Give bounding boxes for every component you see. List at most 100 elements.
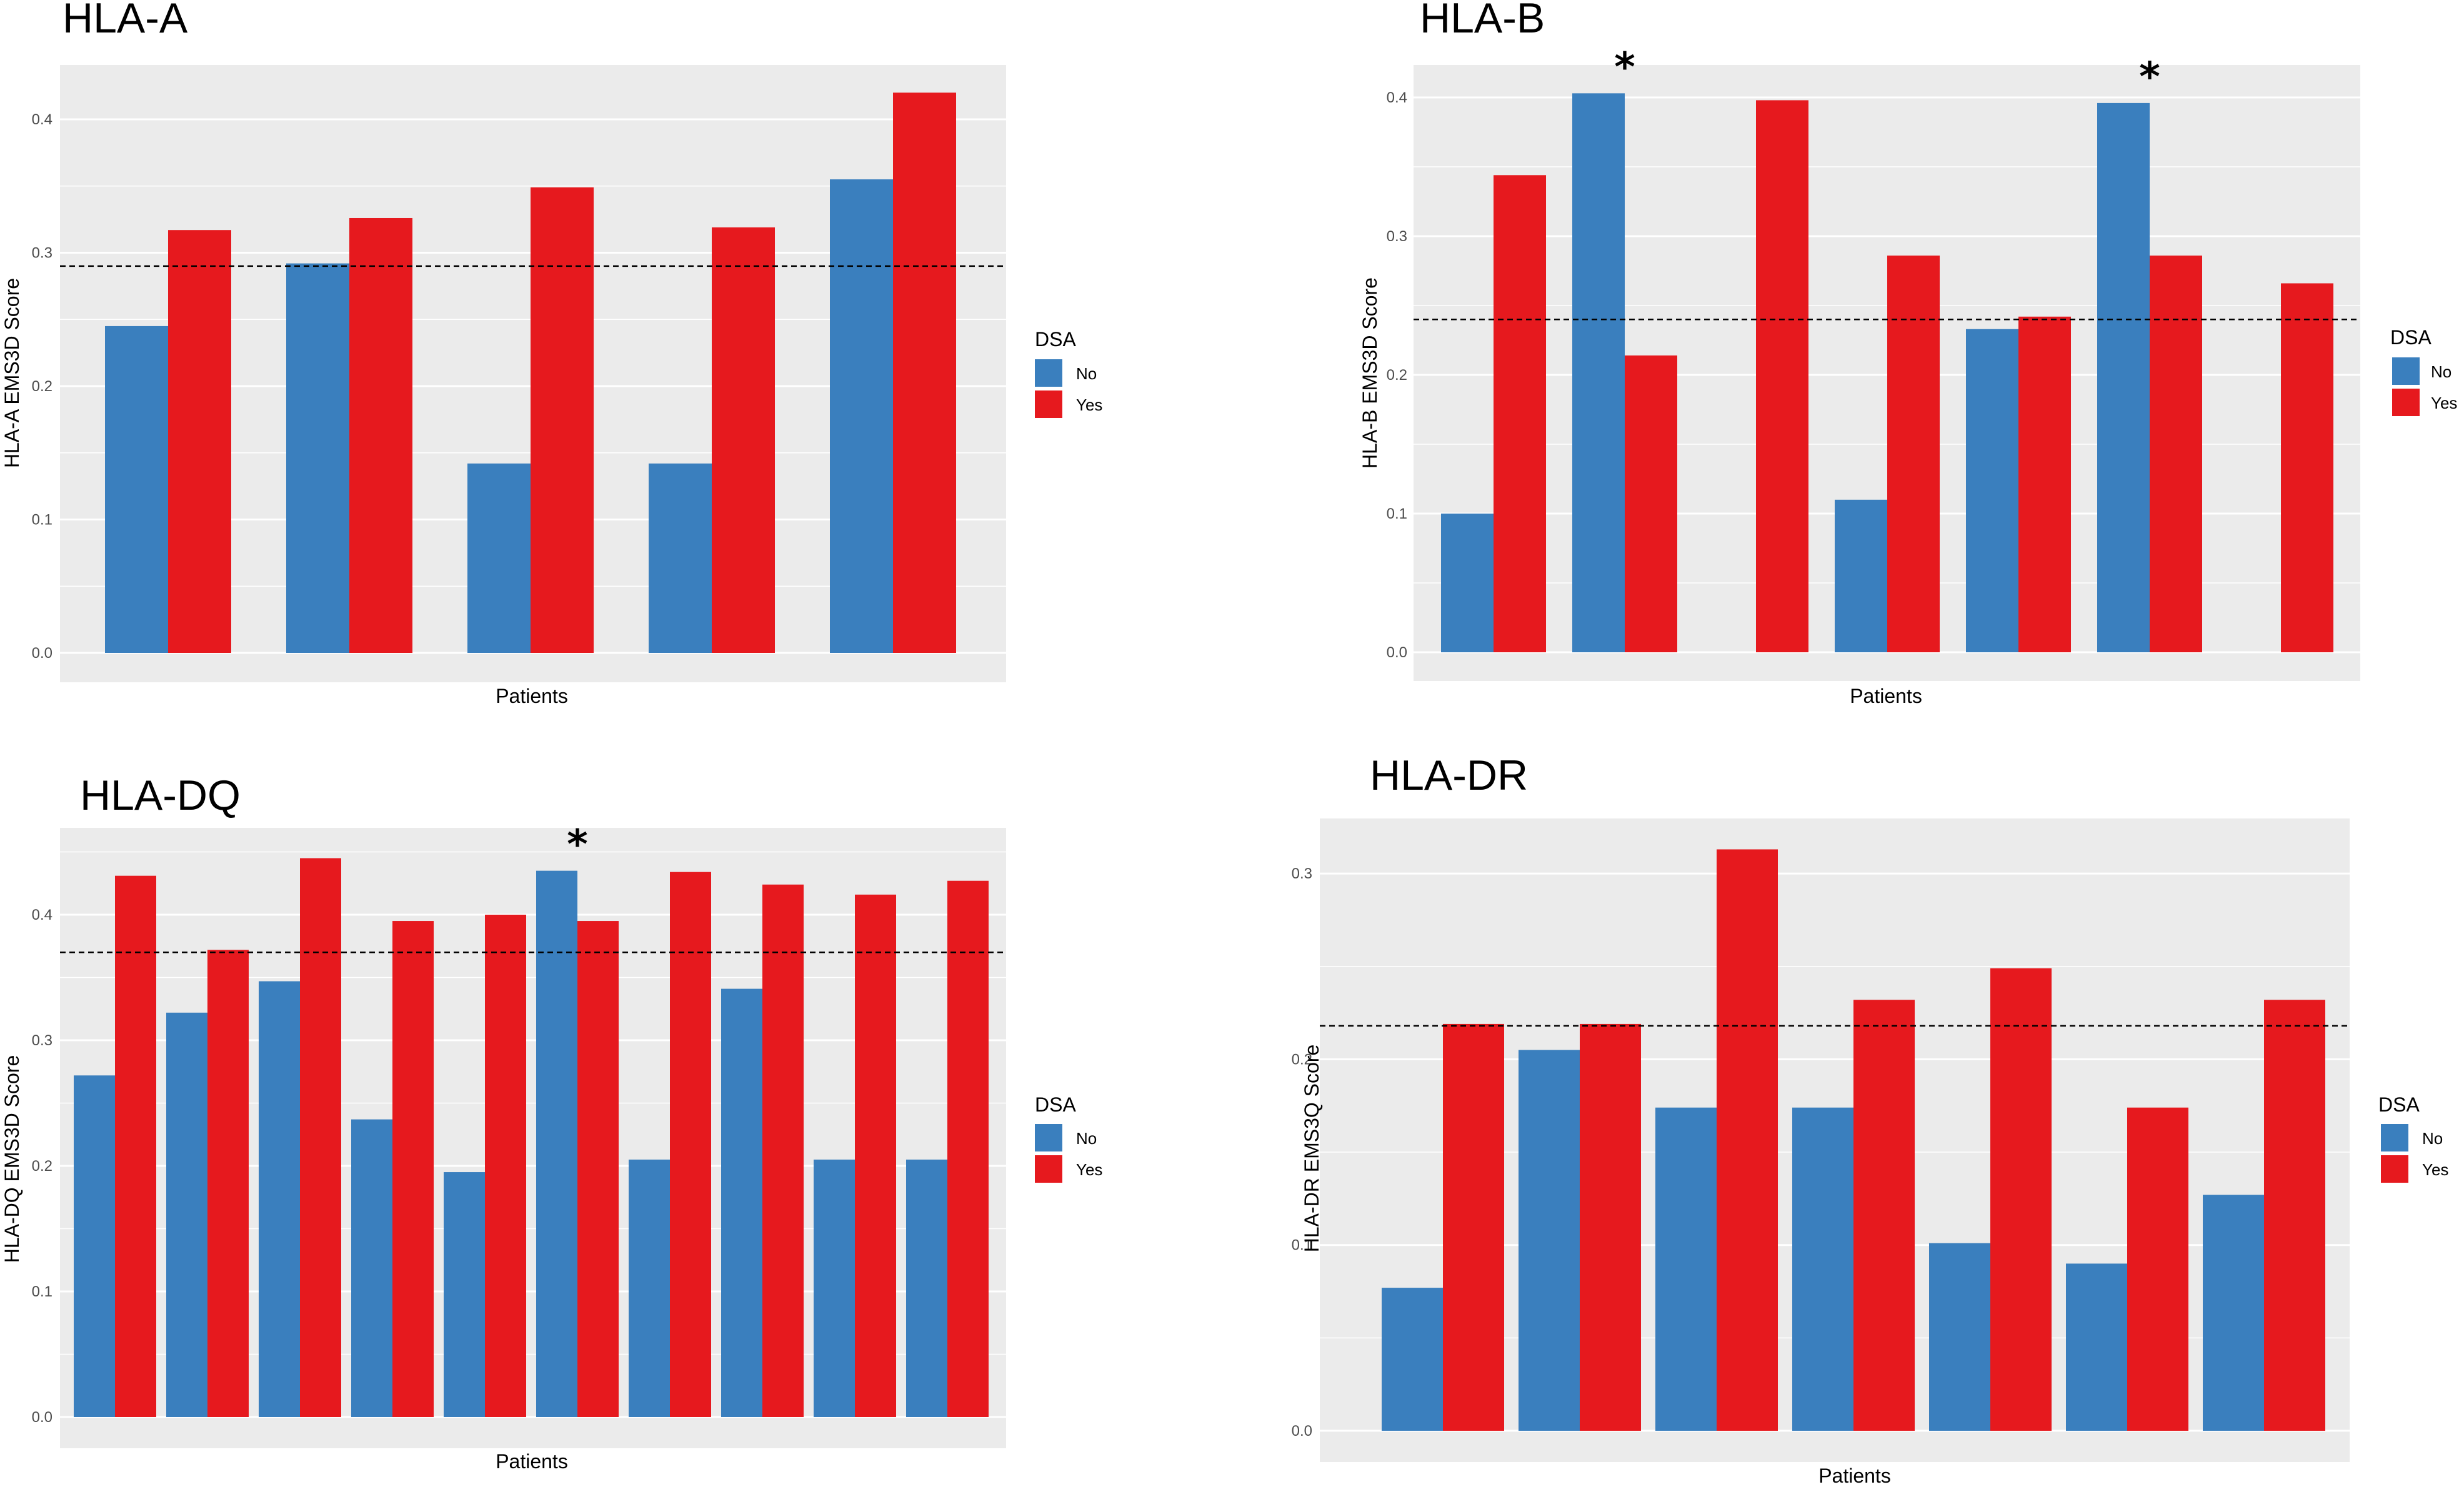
- bars: [1382, 849, 2325, 1431]
- y-tick-label: 0.1: [1387, 505, 1407, 522]
- bars: [1441, 93, 2333, 653]
- y-axis-title: HLA-DQ EMS3D Score: [1, 1055, 23, 1263]
- bar-no: [1966, 329, 2018, 652]
- panel-title: HLA-A: [62, 0, 188, 42]
- significance-markers: *: [567, 822, 587, 868]
- bar-no: [166, 1012, 207, 1417]
- y-tick-label: 0.0: [1387, 644, 1407, 661]
- legend-label-yes: Yes: [2422, 1160, 2448, 1179]
- bars: [105, 92, 956, 654]
- y-tick-label: 0.0: [1292, 1423, 1312, 1440]
- legend: DSA No Yes: [1035, 328, 1102, 418]
- y-axis-title: HLA-B EMS3D Score: [1359, 277, 1381, 469]
- bar-no: [830, 179, 893, 653]
- bar-yes: [300, 858, 341, 1417]
- legend-label-no: No: [1076, 1129, 1097, 1148]
- bar-yes: [2127, 1107, 2188, 1431]
- significance-star: *: [2139, 54, 2160, 101]
- bar-yes: [1580, 1023, 1641, 1431]
- legend-label-no: No: [2431, 362, 2452, 381]
- significance-star: *: [1614, 44, 1635, 91]
- bar-no: [536, 870, 577, 1417]
- panel-hla-dr: 0.0 0.1 0.2 0.3 HLA-DR Patients HLA-DR EMS3…: [1292, 752, 2449, 1487]
- y-tick-label: 0.3: [32, 245, 52, 262]
- bar-no: [286, 263, 349, 654]
- y-tick-label: 0.3: [1292, 865, 1312, 882]
- bar-yes: [2264, 1000, 2325, 1431]
- y-tick-label: 0.2: [32, 1158, 52, 1175]
- panel-hla-dq: 0.0 0.1 0.2 0.3 0.4 * HLA-DQ Patients HLA-DQ…: [1, 772, 1102, 1473]
- panel-hla-a: 0.0 0.1 0.2 0.3 0.4 HLA-A Patients HLA-A EMS…: [1, 0, 1102, 707]
- legend: DSA No Yes: [2378, 1093, 2448, 1183]
- y-tick-label: 0.2: [1292, 1051, 1312, 1068]
- bar-no: [649, 463, 712, 653]
- legend-label-yes: Yes: [2431, 394, 2457, 412]
- bar-yes: [947, 880, 989, 1417]
- y-tick-labels: 0.0 0.1 0.2 0.3: [1292, 865, 1312, 1440]
- legend-swatch-no: [1035, 359, 1062, 387]
- bar-yes: [712, 227, 775, 653]
- bar-no: [1572, 93, 1625, 653]
- y-tick-label: 0.4: [1387, 89, 1407, 106]
- bar-yes: [1990, 968, 2052, 1431]
- bar-no: [814, 1159, 855, 1417]
- bar-yes: [2281, 283, 2333, 653]
- bar-no: [906, 1159, 947, 1417]
- bar-no: [2097, 102, 2150, 652]
- bar-no: [1929, 1243, 1990, 1431]
- bar-yes: [349, 217, 412, 653]
- y-tick-labels: 0.0 0.1 0.2 0.3 0.4: [1387, 89, 1407, 661]
- bar-yes: [1756, 100, 1808, 652]
- bar-no: [2066, 1263, 2127, 1431]
- y-tick-label: 0.1: [1292, 1237, 1312, 1254]
- legend-title: DSA: [1035, 1093, 1076, 1116]
- gridlines: [1414, 96, 2360, 654]
- legend-title: DSA: [2390, 326, 2432, 349]
- y-tick-label: 0.4: [32, 111, 52, 128]
- bar-no: [1792, 1107, 1853, 1431]
- bar-no: [2203, 1195, 2264, 1431]
- bar-yes: [1625, 355, 1677, 652]
- y-tick-label: 0.1: [32, 512, 52, 529]
- legend-swatch-yes: [2381, 1155, 2408, 1183]
- bar-no: [629, 1159, 670, 1417]
- y-tick-labels: 0.0 0.1 0.2 0.3 0.4: [32, 907, 52, 1426]
- legend-swatch-no: [2392, 357, 2420, 385]
- x-axis-title: Patients: [496, 1450, 568, 1473]
- bar-yes: [1443, 1023, 1504, 1431]
- y-axis-title: HLA-A EMS3D Score: [1, 278, 23, 468]
- bar-no: [105, 326, 168, 653]
- legend-label-yes: Yes: [1076, 395, 1102, 414]
- legend-swatch-no: [1035, 1124, 1062, 1151]
- bar-yes: [485, 915, 526, 1417]
- legend-swatch-yes: [2392, 389, 2420, 416]
- y-tick-label: 0.4: [32, 907, 52, 923]
- y-tick-label: 0.0: [32, 1409, 52, 1426]
- bar-no: [1441, 514, 1494, 652]
- bar-yes: [1887, 256, 1940, 653]
- legend-label-no: No: [1076, 364, 1097, 383]
- bar-yes: [670, 872, 711, 1417]
- bar-yes: [1853, 1000, 1915, 1431]
- legend: DSA No Yes: [2390, 326, 2457, 416]
- panel-hla-b: 0.00.10.20.30.4 * * HLA-B Patients HLA-B …: [1359, 0, 2457, 707]
- bar-yes: [115, 875, 156, 1417]
- bar-no: [444, 1172, 485, 1417]
- y-tick-label: 0.1: [32, 1283, 52, 1300]
- bar-no: [351, 1119, 392, 1417]
- bar-yes: [893, 92, 956, 654]
- legend-label-no: No: [2422, 1129, 2443, 1148]
- legend-swatch-no: [2381, 1124, 2408, 1151]
- bar-yes: [2018, 316, 2071, 652]
- bar-yes: [207, 950, 249, 1417]
- y-tick-label: 0.0: [32, 645, 52, 662]
- bar-no: [74, 1075, 115, 1417]
- legend: DSA No Yes: [1035, 1093, 1102, 1183]
- bar-no: [721, 988, 762, 1417]
- y-tick-label: 0.3: [1387, 228, 1407, 245]
- y-axis-title: HLA-DR EMS3Q Score: [1300, 1045, 1323, 1253]
- bar-yes: [392, 921, 434, 1417]
- panel-title: HLA-B: [1420, 0, 1545, 42]
- y-tick-label: 0.2: [32, 378, 52, 395]
